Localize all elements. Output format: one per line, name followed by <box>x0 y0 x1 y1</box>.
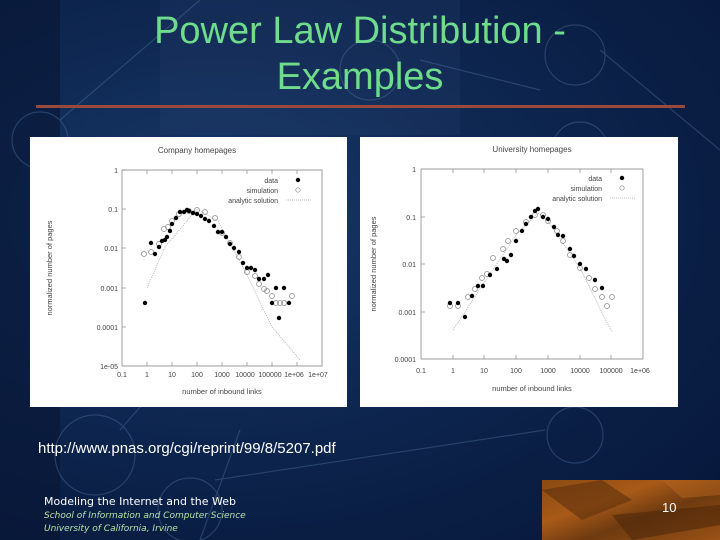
chart-title: Company homepages <box>158 146 236 155</box>
footer-decorative-panel <box>542 480 720 540</box>
svg-text:0.01: 0.01 <box>104 246 118 253</box>
svg-text:100000: 100000 <box>258 372 281 379</box>
chart-university-homepages: University homepages 1 0.1 0.01 0.001 0.… <box>360 137 678 407</box>
svg-text:0.001: 0.001 <box>398 310 416 317</box>
title-underline <box>36 105 685 108</box>
chart-title: University homepages <box>492 145 571 154</box>
svg-text:1: 1 <box>451 368 455 375</box>
svg-text:0.0001: 0.0001 <box>395 357 417 364</box>
title-line-2: Examples <box>276 56 444 98</box>
footer-course-title: Modeling the Internet and the Web <box>44 495 236 508</box>
svg-text:0.1: 0.1 <box>117 372 127 379</box>
y-axis-label: normalized number of pages <box>45 220 54 315</box>
y-axis-label: normalized number of pages <box>369 216 378 311</box>
svg-text:simulation: simulation <box>570 186 602 193</box>
footer-university: University of California, Irvine <box>44 524 178 534</box>
svg-text:0.0001: 0.0001 <box>97 325 119 332</box>
svg-text:100000: 100000 <box>599 368 622 375</box>
svg-text:1: 1 <box>145 372 149 379</box>
svg-text:1000: 1000 <box>214 372 230 379</box>
svg-text:analytic solution: analytic solution <box>552 196 602 203</box>
page-number: 10 <box>662 500 677 515</box>
svg-text:0.001: 0.001 <box>100 286 118 293</box>
footer-school: School of Information and Computer Scien… <box>44 511 246 521</box>
source-link[interactable]: http://www.pnas.org/cgi/reprint/99/8/520… <box>38 440 336 457</box>
svg-text:data: data <box>588 176 602 183</box>
svg-text:simulation: simulation <box>246 188 278 195</box>
svg-text:1e+06: 1e+06 <box>630 368 650 375</box>
svg-text:10: 10 <box>168 372 176 379</box>
svg-text:analytic solution: analytic solution <box>228 198 278 205</box>
svg-text:0.1: 0.1 <box>108 207 118 214</box>
x-axis-label: number of inbound links <box>492 384 572 393</box>
svg-text:0.01: 0.01 <box>402 262 416 269</box>
slide-title: Power Law Distribution - Examples <box>60 8 660 100</box>
svg-text:10000: 10000 <box>235 372 255 379</box>
svg-text:0.1: 0.1 <box>406 215 416 222</box>
svg-text:1000: 1000 <box>540 368 556 375</box>
svg-text:1e-05: 1e-05 <box>100 364 118 371</box>
svg-text:1: 1 <box>412 167 416 174</box>
svg-text:1e+07: 1e+07 <box>308 372 328 379</box>
chart-company-homepages: Company homepages 1 0.1 0.01 0.001 0.000… <box>30 137 347 407</box>
svg-text:data: data <box>264 178 278 185</box>
svg-text:100: 100 <box>191 372 203 379</box>
svg-text:1: 1 <box>114 168 118 175</box>
svg-text:100: 100 <box>510 368 522 375</box>
svg-text:10: 10 <box>480 368 488 375</box>
svg-text:0.1: 0.1 <box>416 368 426 375</box>
x-axis-label: number of inbound links <box>182 387 262 396</box>
svg-text:1e+06: 1e+06 <box>284 372 304 379</box>
title-line-1: Power Law Distribution - <box>154 10 566 52</box>
svg-text:10000: 10000 <box>570 368 590 375</box>
